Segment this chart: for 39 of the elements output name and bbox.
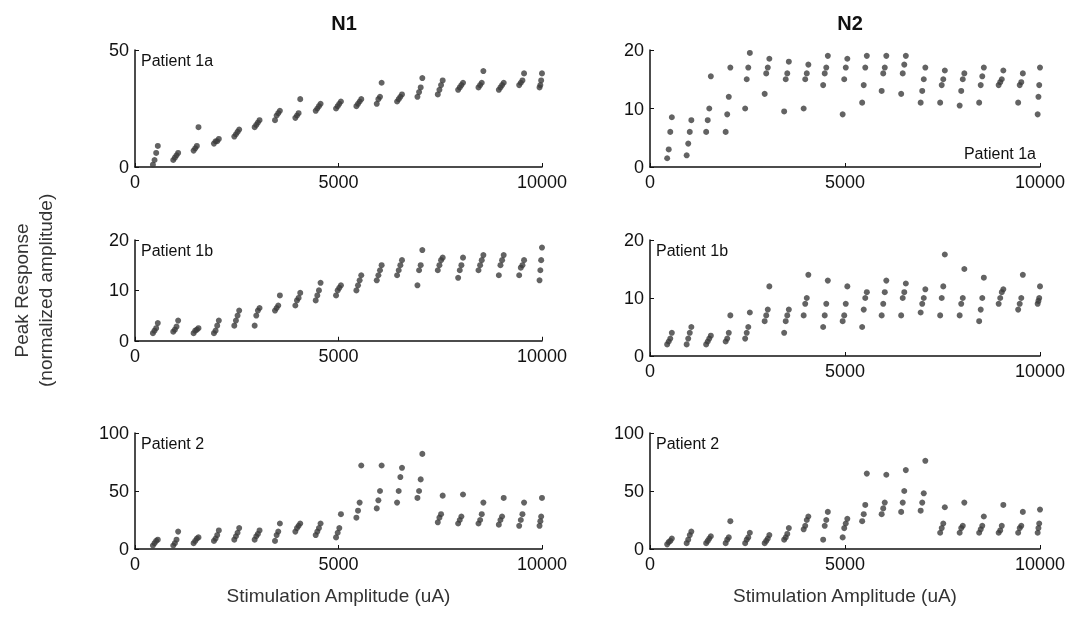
x-tick-label: 10000 [1014,361,1066,381]
y-tick-label: 50 [623,481,644,501]
y-tick-label: 100 [98,423,129,443]
x-tick-label: 5000 [824,554,866,574]
x-tick-label: 5000 [318,172,359,192]
x-tick-label: 5000 [318,345,359,366]
chart-title: N2 [837,12,863,34]
y-tick-label: 0 [633,539,644,559]
x-tick-label: 5000 [824,172,866,192]
x-tick-label: 10000 [516,172,567,192]
chart-title: N1 [331,12,357,34]
x-tick-label: 10000 [516,554,567,574]
annotation: Patient 1b [141,241,214,259]
y-tick-label: 20 [623,230,644,250]
annotation: Patient 1a [141,51,214,69]
y-tick-label: 100 [613,423,644,443]
y-tick-label: 20 [623,40,644,60]
x-tick-label: 10000 [516,345,567,366]
y-tick-label: 10 [623,288,644,308]
annotation: Patient 1a [963,144,1037,162]
y-tick-label: 50 [108,40,129,60]
annotation: Patient 2 [656,434,720,452]
x-tick-label: 5000 [824,361,866,381]
annotation: Patient 2 [141,434,205,452]
y-tick-label: 50 [108,481,129,501]
x-axis-title: Stimulation Amplitude (uA) [733,584,957,606]
y-tick-label: 0 [118,157,129,177]
annotation: Patient 1b [656,241,729,259]
x-axis-title: Stimulation Amplitude (uA) [226,584,451,606]
y-tick-label: 10 [623,98,644,119]
x-tick-label: 10000 [1014,554,1066,574]
y-tick-label: 10 [108,280,129,301]
y-axis-title: Peak Response (normalized amplitude) [10,193,56,387]
x-tick-label: 5000 [318,554,359,574]
y-tick-label: 0 [118,539,129,559]
y-tick-label: 0 [633,157,644,177]
y-tick-label: 0 [118,330,129,351]
y-tick-label: 20 [108,230,129,250]
x-tick-label: 10000 [1014,172,1066,192]
